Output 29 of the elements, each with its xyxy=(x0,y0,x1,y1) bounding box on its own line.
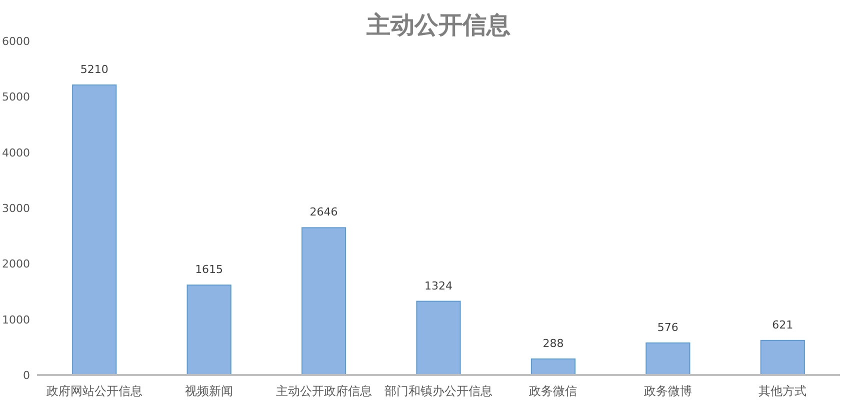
x-tick-label: 政府网站公开信息 xyxy=(46,384,142,398)
data-label: 288 xyxy=(542,336,564,350)
bar xyxy=(72,84,117,376)
chart-title: 主动公开信息 xyxy=(366,10,510,39)
y-tick-label: 2000 xyxy=(2,258,30,271)
x-tick-label: 其他方式 xyxy=(758,384,807,398)
data-label: 5210 xyxy=(80,62,108,76)
bar xyxy=(530,358,576,376)
x-tick-label: 主动公开政府信息 xyxy=(276,384,372,398)
x-tick-label: 视频新闻 xyxy=(185,384,234,398)
y-tick-label: 3000 xyxy=(2,202,30,215)
data-label: 621 xyxy=(772,318,794,332)
y-tick-label: 5000 xyxy=(2,90,30,104)
data-label: 576 xyxy=(657,320,678,334)
y-tick-label: 4000 xyxy=(2,146,30,160)
x-tick-label: 部门和镇办公开信息 xyxy=(384,384,492,398)
data-label: 1324 xyxy=(424,279,452,292)
y-tick-label: 1000 xyxy=(2,313,30,326)
y-tick-label: 0 xyxy=(23,369,30,382)
data-label: 2646 xyxy=(310,206,338,219)
bar xyxy=(760,340,805,376)
data-label: 1615 xyxy=(195,263,224,276)
y-tick-label: 6000 xyxy=(2,35,30,48)
x-tick-label: 政务微博 xyxy=(644,384,692,398)
bar xyxy=(301,227,346,376)
bar xyxy=(646,342,690,376)
bar xyxy=(186,284,232,376)
x-tick-label: 政务微信 xyxy=(529,384,578,398)
bar xyxy=(416,300,461,376)
